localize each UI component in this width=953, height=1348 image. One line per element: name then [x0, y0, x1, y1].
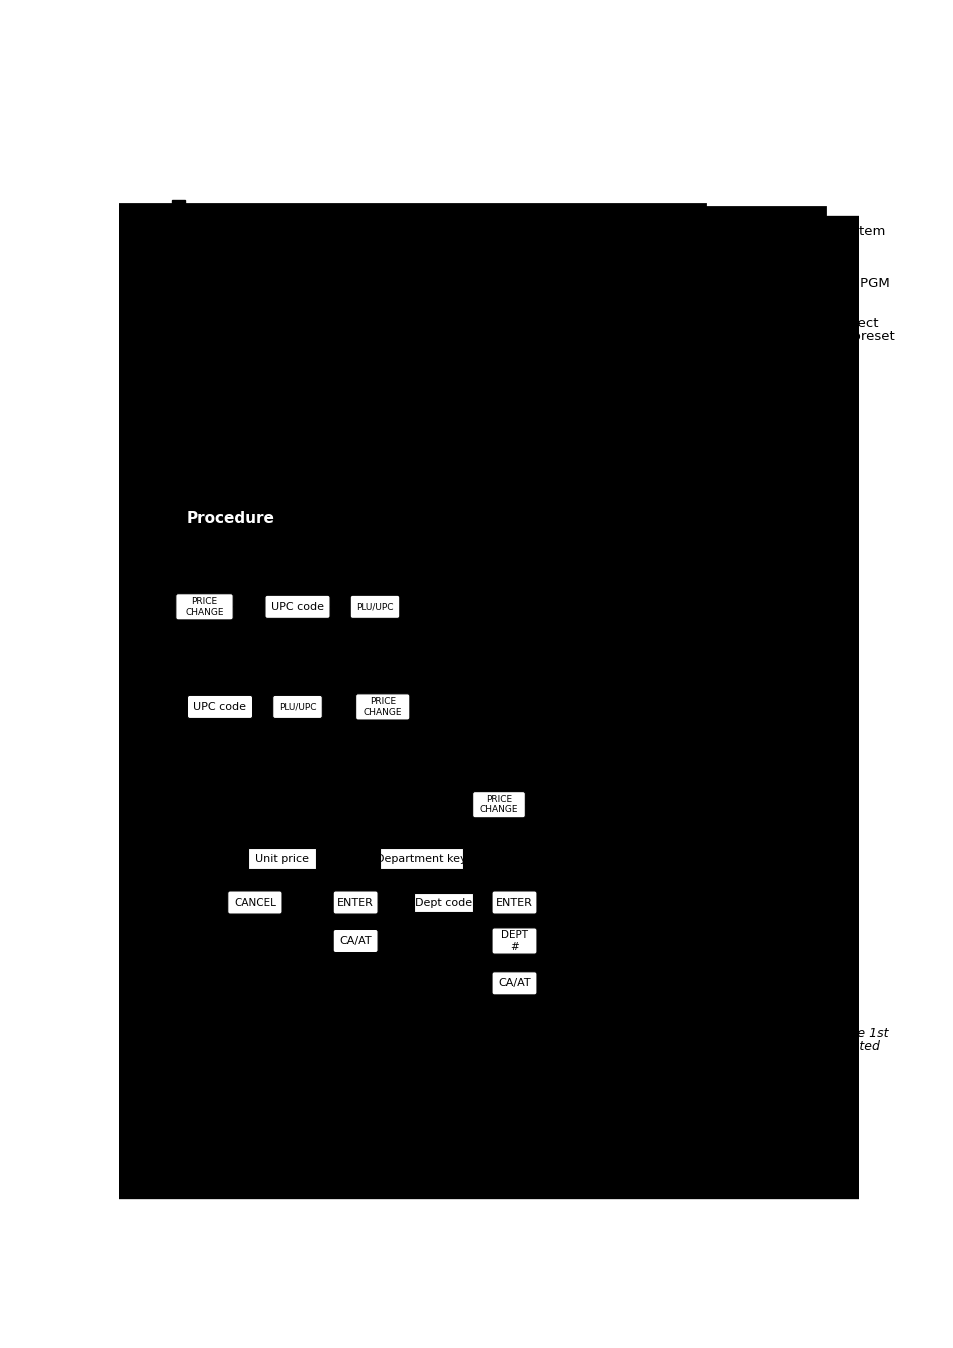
Bar	[379, 848, 463, 869]
FancyBboxPatch shape	[265, 596, 330, 619]
Text: depression of the [PRICE CHANGE] key, then you are allowed to enter a correct pr: depression of the [PRICE CHANGE] key, th…	[233, 1039, 879, 1053]
Text: have the priority over the preset prices.  So, for these codes, a changed price : have the priority over the preset prices…	[224, 469, 825, 483]
Text: You can change the preset price and/or the associated department of a UPC item w: You can change the preset price and/or t…	[198, 278, 889, 290]
Text: Scan UPC code: Scan UPC code	[193, 662, 281, 675]
Text: To cancel: To cancel	[228, 918, 282, 931]
Text: Department key: Department key	[375, 853, 466, 864]
Text: CA/AT: CA/AT	[339, 936, 372, 946]
Text: corresponding key: corresponding key	[573, 874, 681, 887]
Text: Procedure: Procedure	[187, 511, 274, 526]
Text: • When an associated department is changed, the item label for the department wi: • When an associated department is chang…	[224, 1064, 802, 1077]
Text: or: or	[349, 917, 361, 929]
Text: department.: department.	[233, 1051, 312, 1065]
Bar	[172, 201, 185, 216]
Text: in REG/MGR mode.: in REG/MGR mode.	[174, 239, 300, 251]
Text: UPC code: UPC code	[271, 601, 324, 612]
Text: PRICE
CHANGE: PRICE CHANGE	[479, 795, 517, 814]
Text: To change the associated dept.: To change the associated dept.	[573, 852, 757, 865]
Text: DEPT
#: DEPT #	[500, 930, 527, 952]
Text: To change the unit price only: To change the unit price only	[573, 798, 744, 811]
Bar	[172, 456, 212, 472]
Text: or: or	[508, 917, 520, 929]
Text: PLU/UPC: PLU/UPC	[355, 603, 394, 612]
Text: status.: status.	[233, 1015, 276, 1029]
Text: • When an undefined code is entered in the price change mode, the register goes : • When an undefined code is entered in t…	[224, 1003, 807, 1015]
Text: To enter 0: To enter 0	[264, 838, 323, 851]
Polygon shape	[179, 528, 282, 539]
Bar	[248, 848, 315, 869]
Text: ENTER: ENTER	[336, 898, 374, 907]
Text: or: or	[508, 956, 520, 969]
Text: directly by depressing the: directly by depressing the	[573, 863, 727, 876]
Text: Scan UPC code: Scan UPC code	[284, 561, 372, 574]
Bar	[414, 894, 472, 911]
Text: ···· To change the associated dept.: ···· To change the associated dept.	[573, 896, 776, 909]
FancyBboxPatch shape	[472, 791, 525, 818]
FancyBboxPatch shape	[355, 694, 410, 720]
Text: 1.  Price change mode: 1. Price change mode	[174, 264, 324, 278]
Text: • When you press the [PRICE CHANGE] key during a transaction, the UPC entry is o: • When you press the [PRICE CHANGE] key …	[224, 1027, 887, 1041]
FancyBboxPatch shape	[333, 930, 377, 953]
Text: the price change is executed.: the price change is executed.	[224, 483, 409, 495]
Text: You can use this function when you need to change the unit price or associated d: You can use this function when you need …	[174, 225, 884, 237]
Text: There are two methods for the price change function:: There are two methods for the price chan…	[174, 251, 534, 264]
Text: department.: department.	[198, 356, 281, 369]
FancyBboxPatch shape	[187, 696, 253, 718]
Bar	[172, 1002, 212, 1016]
FancyBboxPatch shape	[228, 891, 282, 914]
Text: price and/or associated department is automatically changed to the new price and: price and/or associated department is au…	[198, 342, 845, 356]
Text: For the Non-PLU type price embedded UPC-A codes and press codes, the prices in t: For the Non-PLU type price embedded UPC-…	[224, 457, 801, 470]
FancyBboxPatch shape	[273, 696, 322, 718]
FancyBboxPatch shape	[492, 972, 537, 995]
FancyBboxPatch shape	[492, 927, 537, 954]
FancyBboxPatch shape	[169, 504, 293, 531]
Text: Unit price: Unit price	[254, 853, 309, 864]
FancyBboxPatch shape	[333, 891, 377, 914]
Text: PRICE
CHANGE: PRICE CHANGE	[363, 697, 401, 717]
FancyBboxPatch shape	[492, 891, 537, 914]
Text: using the dept. code entry key: using the dept. code entry key	[573, 907, 781, 919]
Text: them at the time of transaction. With the entry of a new price and/or associated: them at the time of transaction. With th…	[198, 330, 894, 342]
Text: ENTER: ENTER	[496, 898, 533, 907]
Text: Dept code: Dept code	[415, 898, 472, 907]
Text: CANCEL: CANCEL	[233, 898, 275, 907]
Text: • For the repeat entry, use the [REPEAT] key.: • For the repeat entry, use the [REPEAT]…	[224, 1089, 505, 1101]
FancyBboxPatch shape	[350, 596, 399, 619]
Text: "ENTER AMOUNT" window is opened.: "ENTER AMOUNT" window is opened.	[456, 725, 674, 739]
Text: changed automatically to the item label of new associated department.: changed automatically to the item label …	[233, 1077, 681, 1089]
FancyBboxPatch shape	[175, 593, 233, 620]
Text: UPC code: UPC code	[193, 702, 246, 712]
Text: PLU/UPC: PLU/UPC	[278, 702, 315, 712]
Text: 2.  Changing the price during a transaction: 2. Changing the price during a transacti…	[174, 303, 463, 317]
Text: When a wrong UPC price and/or associated department is found during a transactio: When a wrong UPC price and/or associated…	[198, 317, 878, 329]
Text: PRICE
CHANGE: PRICE CHANGE	[185, 597, 224, 616]
Text: "PRICE CHANGE" is displayed.: "PRICE CHANGE" is displayed.	[196, 562, 373, 576]
Text: CA/AT: CA/AT	[497, 979, 530, 988]
Text: mode.: mode.	[198, 290, 240, 303]
